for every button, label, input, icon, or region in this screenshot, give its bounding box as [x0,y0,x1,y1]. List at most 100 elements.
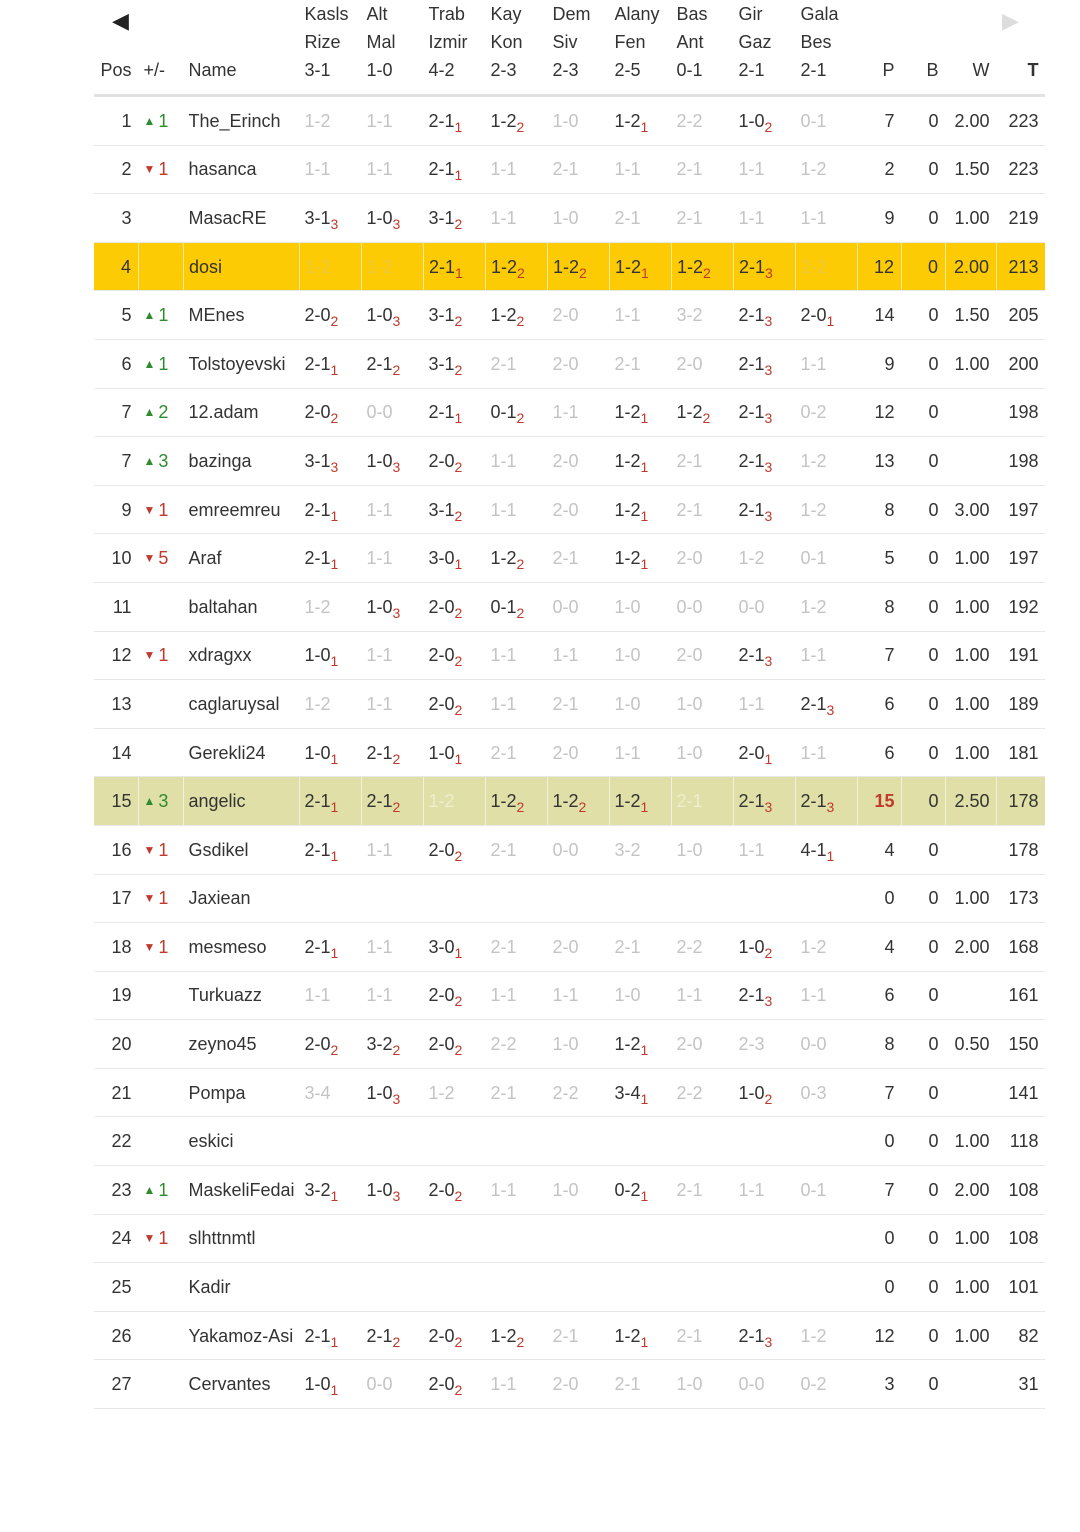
match-home: Gala [800,4,839,24]
player-name[interactable]: Turkuazz [182,971,299,1021]
predicted-score: 2-0 [304,305,331,326]
table-row[interactable]: 20 zeyno45 2-02 3-22 2-02 2-2 1-0 1-21 2-0 2-3 0-0… [93,1019,1045,1069]
table-row[interactable]: 23 ▲ 1 MaskeliFedai 3-21 1-03 2-02 1-1 1-0 0-21 2-… [93,1165,1045,1215]
total-t: 118 [995,1116,1045,1167]
table-row[interactable]: 16 ▼ 1 Gsdikel 2-11 1-1 2-02 2-1 0-0 3-2 1-0 1-1 4-1… [93,825,1045,875]
player-name[interactable]: baltahan [182,582,299,632]
points-p: 14 [856,290,901,340]
table-row[interactable]: 21 Pompa 3-4 1-03 1-2 2-1 2-2 3-41 2-2 1-02 0-3 7 0 1… [93,1068,1045,1118]
prediction-cell: 1-1 [360,145,423,195]
player-name[interactable]: xdragxx [182,631,299,681]
player-name[interactable]: MEnes [182,290,299,340]
bonus-b: 0 [900,485,945,535]
table-row[interactable]: 24 ▼ 1 slhttnmtl 0 0 1.00 108 [93,1214,1045,1264]
predicted-score: 1-0 [676,839,703,860]
player-name[interactable]: angelic [182,776,299,826]
table-row[interactable]: 25 Kadir 0 0 1.00 101 [93,1262,1045,1312]
header-p[interactable]: P [856,0,901,97]
table-row[interactable]: 1 ▲ 1 The_Erinch 1-2 1-1 2-11 1-22 1-0 1-21 2-2 1-0… [93,95,1045,146]
table-row[interactable]: 27 Cervantes 1-01 0-0 2-02 1-1 2-0 2-1 1-0 0-0 0-2… [93,1359,1045,1410]
prediction-cell: 2-13 [732,242,795,292]
table-row[interactable]: 6 ▲ 1 Tolstoyevski 2-11 2-12 3-12 2-1 2-0 2-1 2-0 2… [93,339,1045,389]
player-name[interactable]: bazinga [182,436,299,486]
player-name[interactable]: Araf [182,533,299,583]
prediction-cell: 2-13 [732,290,795,340]
player-name[interactable]: Pompa [182,1068,299,1118]
player-name[interactable]: dosi [182,242,299,292]
table-row[interactable]: 14 Gerekli24 1-01 2-12 1-01 2-1 2-0 1-1 1-0 2-01 1… [93,728,1045,778]
points-p: 8 [856,582,901,632]
table-row[interactable]: 4 dosi 1-2 1-2 2-11 1-22 1-22 1-21 1-22 2-13 2-2 12… [93,242,1045,292]
table-row[interactable]: 13 caglaruysal 1-2 1-1 2-02 1-1 2-1 1-0 1-0 1-1 2-… [93,679,1045,729]
player-name[interactable]: 12.adam [182,388,299,438]
predicted-score: 2-1 [676,791,703,812]
prediction-points: 2 [454,361,463,378]
table-row[interactable]: 22 eskici 0 0 1.00 118 [93,1116,1045,1167]
prediction-cell: 1-1 [484,971,547,1021]
match-home: Trab [428,4,465,24]
player-name[interactable]: Yakamoz-Asi [182,1311,299,1361]
weight-w: 3.00 [944,485,996,535]
position: 13 [93,679,138,729]
prediction-cell: 1-1 [360,485,423,535]
predicted-score: 0-1 [800,548,827,569]
table-row[interactable]: 11 baltahan 1-2 1-03 2-02 0-12 0-0 1-0 0-0 0-0 1-2… [93,582,1045,632]
prediction-cell: 2-2 [670,1068,733,1118]
prediction-cell: 3-41 [608,1068,671,1118]
table-row[interactable]: 9 ▼ 1 emreemreu 2-11 1-1 3-12 1-1 2-0 1-21 2-1 2-13… [93,485,1045,535]
table-row[interactable]: 18 ▼ 1 mesmeso 2-11 1-1 3-01 2-1 2-0 2-1 2-2 1-02 1-… [93,922,1045,972]
table-row[interactable]: 5 ▲ 1 MEnes 2-02 1-03 3-12 1-22 2-0 1-1 3-2 2-13 2-0… [93,290,1045,340]
player-name[interactable]: Cervantes [182,1359,299,1410]
header-name[interactable]: Name [182,0,299,97]
player-name[interactable]: emreemreu [182,485,299,535]
player-name[interactable]: zeyno45 [182,1019,299,1069]
table-row[interactable]: 26 Yakamoz-Asi 2-11 2-12 2-02 1-22 2-1 1-21 2-1 2… [93,1311,1045,1361]
match-away: Fen [614,32,646,52]
table-row[interactable]: 12 ▼ 1 xdragxx 1-01 1-1 2-02 1-1 1-1 1-0 2-0 2-13 1-… [93,631,1045,681]
header-match: Kay Kon 2-3 [484,0,547,97]
table-row[interactable]: 19 Turkuazz 1-1 1-1 2-02 1-1 1-1 1-0 1-1 2-13 1-1 6… [93,971,1045,1021]
prediction-points: 1 [764,750,773,767]
total-t: 198 [995,388,1045,438]
predicted-score: 2-1 [304,353,331,374]
table-row[interactable]: 2 ▼ 1 hasanca 1-1 1-1 2-11 1-1 2-1 1-1 2-1 1-1 1-2 2 0… [93,145,1045,195]
prediction-cell: 1-03 [360,193,423,243]
weight-w: 2.00 [944,95,996,146]
player-name[interactable]: MaskeliFedai [182,1165,299,1215]
player-name[interactable]: hasanca [182,145,299,195]
player-name[interactable]: Tolstoyevski [182,339,299,389]
header-change[interactable]: +/- [137,0,183,97]
prediction-cell: 1-1 [360,95,423,146]
predicted-score: 1-1 [366,159,393,180]
player-name[interactable]: Kadir [182,1262,299,1312]
table-row[interactable]: 17 ▼ 1 Jaxiean 0 0 1.00 173 [93,874,1045,924]
header-b[interactable]: B [900,0,945,97]
player-name[interactable]: The_Erinch [182,95,299,146]
table-row[interactable]: 15 ▲ 3 angelic 2-11 2-12 1-2 1-22 1-22 1-21 2-1 2-1… [93,776,1045,826]
prediction-cell [732,874,795,924]
player-name[interactable]: Gsdikel [182,825,299,875]
prediction-cell: 1-1 [484,631,547,681]
table-row[interactable]: 3 MasacRE 3-13 1-03 3-12 1-1 1-0 2-1 2-1 1-1 1-1 9 0… [93,193,1045,243]
prediction-points: 3 [826,701,835,718]
player-name[interactable]: Gerekli24 [182,728,299,778]
player-name[interactable]: caglaruysal [182,679,299,729]
prediction-cell: 1-0 [670,1359,733,1410]
player-name[interactable]: Jaxiean [182,874,299,924]
header-w[interactable]: W [944,0,996,97]
header-pos[interactable]: Pos [93,0,138,97]
table-row[interactable]: 10 ▼ 5 Araf 2-11 1-1 3-01 1-22 2-1 1-21 2-0 1-2 0-1 5… [93,533,1045,583]
prediction-points: 2 [764,1090,773,1107]
prediction-points: 1 [640,1042,649,1059]
player-name[interactable]: eskici [182,1116,299,1167]
predicted-score: 2-1 [676,1325,703,1346]
header-t[interactable]: T [995,0,1045,97]
table-row[interactable]: 7 ▲ 3 bazinga 3-13 1-03 2-02 1-1 2-0 1-21 2-1 2-13 1… [93,436,1045,486]
header-match: Gir Gaz 2-1 [732,0,795,97]
player-name[interactable]: mesmeso [182,922,299,972]
prediction-cell [670,1116,733,1167]
player-name[interactable]: MasacRE [182,193,299,243]
prediction-cell: 2-13 [732,485,795,535]
player-name[interactable]: slhttnmtl [182,1214,299,1264]
table-row[interactable]: 7 ▲ 2 12.adam 2-02 0-0 2-11 0-12 1-1 1-21 1-22 2-13… [93,388,1045,438]
